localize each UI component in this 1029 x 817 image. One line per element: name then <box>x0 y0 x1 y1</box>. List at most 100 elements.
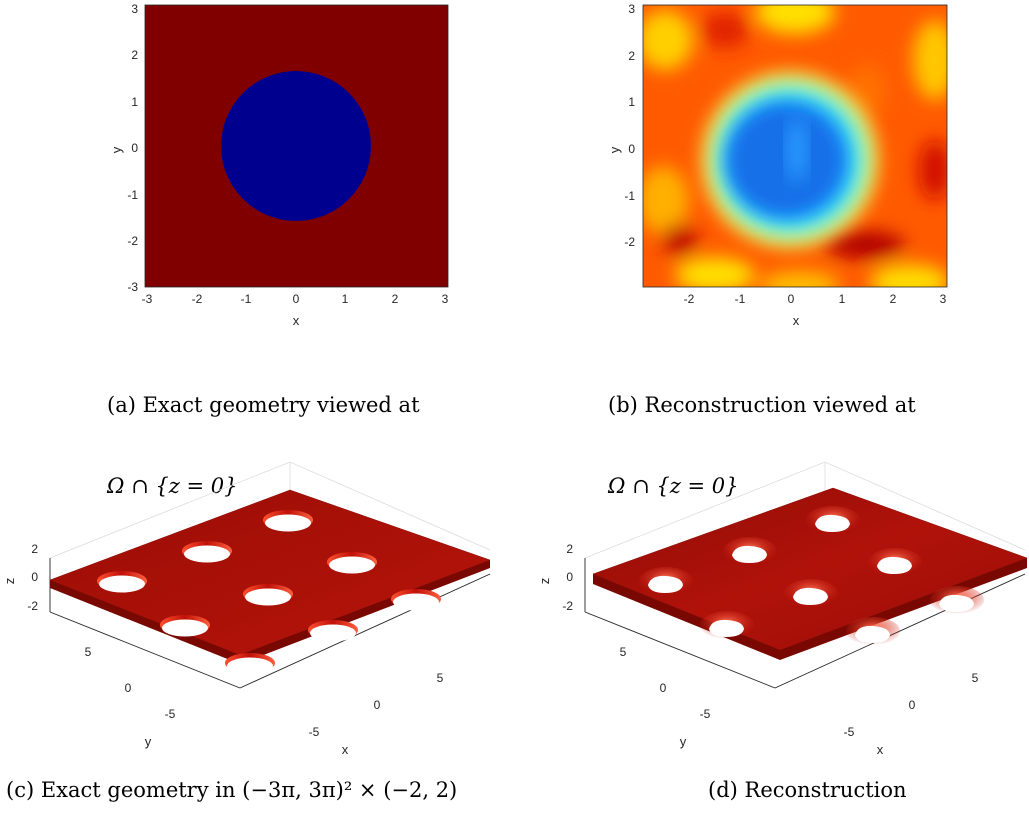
panel-a-caption-line2: Ω ∩ {z = 0} <box>107 474 238 498</box>
tick-label: -3 <box>127 280 138 294</box>
tick-label: 0 <box>566 570 573 584</box>
panel-b-frame <box>642 4 948 288</box>
hole <box>184 545 230 563</box>
panel-b-caption: (b) Reconstruction viewed at Ω ∩ {z = 0} <box>608 338 916 527</box>
hole <box>393 593 439 611</box>
panel-d-caption: (d) Reconstruction <box>708 778 907 802</box>
panel-d-yticks: 5 0 -5 <box>620 645 711 721</box>
tick-label: -2 <box>27 599 38 613</box>
tick-label: 5 <box>85 645 92 659</box>
panel-b-blob <box>701 12 749 48</box>
panel-a-yticks: 3 2 1 0 -1 -2 -3 <box>127 2 138 294</box>
hole <box>310 624 356 642</box>
tick-label: 0 <box>31 570 38 584</box>
tick-label: 0 <box>628 142 635 156</box>
panel-b-blob <box>643 166 689 234</box>
tick-label: 2 <box>890 292 897 306</box>
panel-b-hole-core <box>727 105 843 215</box>
panel-b-ylabel: y <box>607 146 622 153</box>
hole <box>709 619 744 637</box>
panel-d-zticks: 2 0 -2 <box>562 542 573 613</box>
hole <box>877 556 912 574</box>
tick-label: -2 <box>684 292 695 306</box>
hole <box>329 556 375 574</box>
panel-b-blob <box>870 264 947 287</box>
tick-label: 1 <box>628 95 635 109</box>
tick-label: -2 <box>127 234 138 248</box>
tick-label: -2 <box>624 235 635 249</box>
panel-b-xlabel: x <box>793 313 800 328</box>
panel-b-blob <box>662 224 698 256</box>
panel-b-blob <box>913 20 947 100</box>
panel-b-blob <box>825 231 905 259</box>
panel-d-plot: 2 0 -2 5 0 -5 5 0 -5 z y x <box>537 461 1028 757</box>
tick-label: -1 <box>624 189 635 203</box>
tick-label: 2 <box>628 49 635 63</box>
hole <box>732 545 767 563</box>
tick-label: 1 <box>131 95 138 109</box>
panel-b-blob <box>643 10 693 70</box>
panel-a-disk <box>221 71 371 221</box>
tick-label: -5 <box>165 707 176 721</box>
tick-label: 5 <box>620 645 627 659</box>
panel-c-ylabel: y <box>145 734 152 749</box>
tick-label: 3 <box>628 2 635 16</box>
panel-c-holes <box>97 510 441 675</box>
panel-d-surface-lower <box>593 558 1027 660</box>
panel-a-ylabel: y <box>109 146 124 153</box>
panel-a-caption: (a) Exact geometry viewed at Ω ∩ {z = 0} <box>107 338 420 527</box>
panel-b-yticks: 3 2 1 0 -1 -2 <box>624 2 635 249</box>
tick-label: 0 <box>660 681 667 695</box>
tick-label: 0 <box>374 698 381 712</box>
panel-b-caption-line2: Ω ∩ {z = 0} <box>608 474 739 498</box>
panel-b-plot: -2 -1 0 1 2 3 3 2 1 0 -1 -2 x y <box>607 2 948 328</box>
panel-b-blob <box>675 257 755 287</box>
tick-label: 3 <box>940 292 947 306</box>
tick-label: 1 <box>342 292 349 306</box>
tick-label: -5 <box>700 707 711 721</box>
hole <box>855 625 890 643</box>
panel-d-xticks: 5 0 -5 <box>844 671 979 739</box>
panel-a-caption-line1: (a) Exact geometry viewed at <box>107 393 420 417</box>
tick-label: -1 <box>735 292 746 306</box>
panel-d-xlabel: x <box>877 742 884 757</box>
tick-label: -1 <box>127 188 138 202</box>
panel-d-zlabel: z <box>537 578 552 585</box>
tick-label: -1 <box>241 292 252 306</box>
hole <box>227 657 273 675</box>
panel-c-xlabel: x <box>342 742 349 757</box>
panel-c-zticks: 2 0 -2 <box>27 542 38 613</box>
tick-label: 1 <box>839 292 846 306</box>
hole <box>648 575 683 593</box>
tick-label: 5 <box>972 671 979 685</box>
tick-label: 3 <box>442 292 449 306</box>
tick-label: 5 <box>437 671 444 685</box>
hole <box>265 514 311 532</box>
panel-a-xlabel: x <box>293 313 300 328</box>
panel-b-blob <box>755 5 835 34</box>
hole <box>939 594 974 612</box>
panel-a-xticks: -3 -2 -1 0 1 2 3 <box>142 292 449 306</box>
tick-label: 3 <box>131 2 138 16</box>
hole <box>815 514 850 532</box>
panel-b-blob <box>760 271 840 287</box>
panel-c-plot: 2 0 -2 5 0 -5 5 0 -5 z y x <box>2 461 491 757</box>
tick-label: 0 <box>293 292 300 306</box>
tick-label: -5 <box>309 725 320 739</box>
tick-label: -3 <box>142 292 153 306</box>
panel-b-hole-streak <box>787 118 807 182</box>
hole <box>99 575 145 593</box>
panel-a-plot: -3 -2 -1 0 1 2 3 3 2 1 0 -1 -2 -3 x y <box>109 2 449 328</box>
tick-label: 2 <box>31 542 38 556</box>
tick-label: -5 <box>844 725 855 739</box>
panel-b-xticks: -2 -1 0 1 2 3 <box>684 292 947 306</box>
tick-label: 2 <box>392 292 399 306</box>
panel-b-blob <box>919 140 947 200</box>
hole <box>793 587 828 605</box>
tick-label: 2 <box>566 542 573 556</box>
panel-a-frame <box>144 4 449 288</box>
tick-label: 0 <box>131 141 138 155</box>
panel-d-holes <box>639 506 984 645</box>
panel-c-xticks: 5 0 -5 <box>309 671 444 739</box>
hole <box>162 619 208 637</box>
